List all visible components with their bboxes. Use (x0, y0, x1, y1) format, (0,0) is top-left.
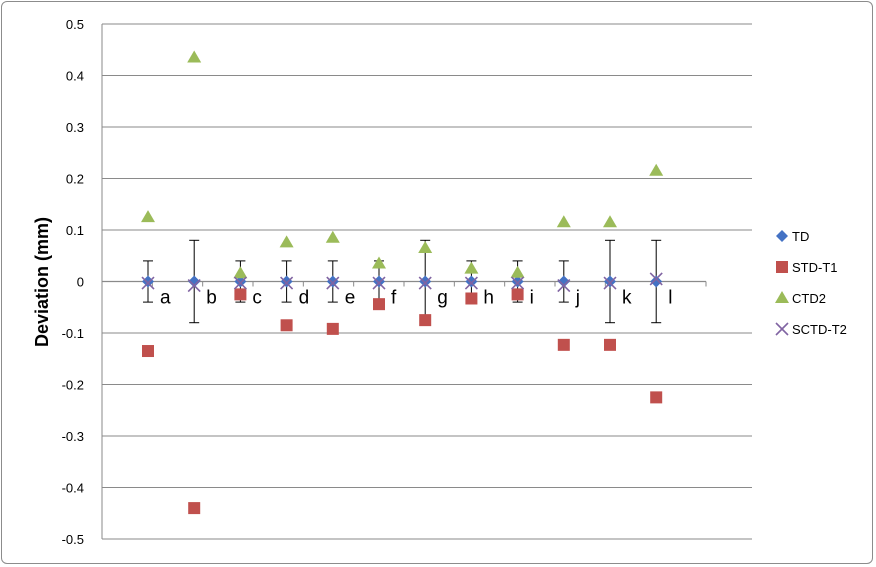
point-sctd-t2 (649, 272, 663, 286)
point-sctd-t2 (280, 276, 294, 290)
y-tick-label: -0.4 (62, 481, 84, 496)
category-label: a (160, 288, 171, 309)
data-points (141, 50, 664, 515)
point-std-t1 (650, 391, 663, 404)
category-label: l (668, 288, 672, 309)
point-ctd2 (556, 215, 571, 228)
point-td (604, 275, 616, 288)
category-label: h (483, 288, 494, 309)
point-td (419, 275, 432, 288)
point-ctd2 (649, 163, 664, 176)
y-tick-label: 0.4 (66, 69, 84, 84)
point-std-t1 (604, 338, 616, 351)
point-sctd-t2 (141, 276, 155, 290)
point-sctd-t2 (603, 276, 617, 290)
y-tick-label: 0.1 (66, 223, 84, 238)
category-labels: a b c d e f g h i j k l (160, 288, 672, 309)
point-ctd2 (325, 230, 340, 243)
point-std-t1 (511, 288, 524, 301)
category-label: b (206, 288, 217, 309)
y-tick-labels: 0.5 0.4 0.3 0.2 0.1 0 -0.1 -0.2 -0.3 -0.4 -0.5 (62, 17, 84, 547)
y-tick-label: 0.3 (66, 120, 84, 135)
point-td (188, 275, 201, 288)
point-td (511, 275, 524, 288)
point-sctd-t2 (418, 276, 432, 290)
point-std-t1 (419, 314, 432, 327)
point-sctd-t2 (372, 276, 386, 290)
y-tick-label: -0.2 (62, 378, 84, 393)
point-std-t1 (326, 322, 339, 335)
y-tick-label: 0.5 (66, 17, 84, 32)
point-ctd2 (510, 265, 525, 278)
point-std-t1 (142, 345, 154, 358)
point-ctd2 (279, 235, 294, 248)
legend-marker-std-t1 (776, 261, 788, 273)
category-label: k (622, 288, 632, 309)
y-tick-label: 0 (77, 275, 84, 290)
legend-label: CTD2 (792, 291, 826, 306)
y-tick-label: -0.5 (62, 532, 84, 547)
category-label: c (252, 288, 262, 309)
legend-label: SCTD-T2 (792, 322, 847, 337)
y-tick-label: -0.1 (62, 326, 84, 341)
category-label: j (575, 288, 580, 309)
point-ctd2 (187, 50, 202, 63)
category-label: i (530, 288, 534, 309)
point-td (650, 275, 663, 288)
point-ctd2 (372, 256, 386, 269)
point-td (280, 275, 293, 288)
point-ctd2 (603, 215, 617, 228)
point-td (373, 275, 385, 288)
point-std-t1 (234, 288, 247, 301)
legend-marker-sctd-t2 (775, 322, 789, 336)
point-td (465, 275, 478, 288)
legend-marker-ctd2 (775, 291, 789, 303)
point-td (142, 275, 154, 288)
point-sctd-t2 (187, 279, 201, 293)
point-sctd-t2 (233, 276, 247, 290)
legend-marker-td (776, 230, 788, 242)
legend-label: STD-T1 (792, 260, 838, 275)
point-ctd2 (233, 266, 248, 279)
category-label: g (437, 288, 448, 309)
y-tick-label: -0.3 (62, 429, 84, 444)
category-label: e (345, 288, 356, 309)
point-std-t1 (188, 502, 201, 515)
point-ctd2 (141, 210, 155, 223)
point-sctd-t2 (557, 279, 571, 293)
point-sctd-t2 (326, 276, 340, 290)
y-tick-label: 0.2 (66, 172, 84, 187)
point-td (234, 275, 247, 288)
point-std-t1 (280, 319, 293, 332)
legend: TD STD-T1 CTD2 SCTD-T2 (775, 229, 847, 337)
point-std-t1 (557, 338, 570, 351)
point-td (557, 275, 570, 288)
y-axis-label: Deviation (mm) (32, 217, 52, 347)
point-sctd-t2 (511, 276, 525, 290)
point-sctd-t2 (464, 276, 478, 290)
category-label: f (391, 288, 397, 309)
legend-label: TD (792, 229, 809, 244)
category-label: d (299, 288, 310, 309)
gridlines (102, 23, 752, 540)
point-ctd2 (464, 261, 479, 274)
point-ctd2 (418, 241, 433, 254)
point-td (326, 275, 339, 288)
point-std-t1 (465, 292, 478, 305)
point-std-t1 (373, 298, 385, 311)
